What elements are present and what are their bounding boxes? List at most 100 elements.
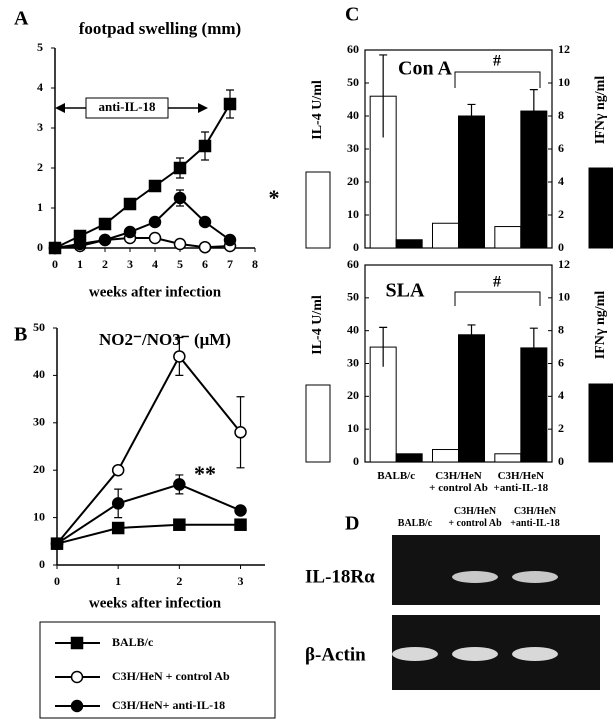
- x-tick-label: 6: [202, 257, 208, 271]
- gel-band: [392, 647, 438, 661]
- x-tick-label: 1: [77, 257, 83, 271]
- y-tick-label: 40: [347, 108, 359, 122]
- x-tick-label: 7: [227, 257, 233, 271]
- y-tick-label: 30: [33, 415, 45, 429]
- y-tick-label: 1: [37, 200, 43, 214]
- marker: [173, 237, 187, 251]
- annotation: Con A: [398, 58, 452, 80]
- bar: [458, 334, 485, 463]
- x-tick-label: BALB/c: [377, 470, 416, 482]
- y-tick-label: 40: [347, 322, 359, 336]
- x-tick-label: 2: [102, 257, 108, 271]
- y2-tick-label: 10: [558, 75, 570, 89]
- y-tick-label: 5: [37, 40, 43, 54]
- bar: [458, 115, 485, 249]
- legend-label: C3H/HeN + control Ab: [112, 669, 230, 683]
- panel-letter: B: [14, 324, 27, 346]
- gel-band: [452, 647, 498, 661]
- y2-tick-label: 6: [558, 355, 564, 369]
- row-label: IL-18Rα: [305, 566, 375, 587]
- legend-swatch: [588, 167, 613, 249]
- legend-label: C3H/HeN+ anti-IL-18: [112, 698, 225, 712]
- gel-band: [452, 571, 498, 583]
- marker: [173, 191, 187, 205]
- marker: [198, 240, 212, 254]
- x-tick-label: 0: [54, 574, 60, 588]
- legend-label: IL-4 U/ml: [310, 80, 325, 140]
- lane-label: BALB/c: [397, 518, 433, 529]
- x-tick-label: C3H/HeN + control Ab: [429, 470, 488, 494]
- legend-marker: [70, 699, 84, 713]
- marker: [123, 225, 137, 239]
- marker: [148, 215, 162, 229]
- marker: [111, 463, 125, 477]
- error-bar: [467, 103, 476, 128]
- x-axis-label: weeks after infection: [89, 595, 222, 611]
- y-tick-label: 40: [33, 367, 45, 381]
- y-tick-label: 0: [39, 557, 45, 571]
- y2-tick-label: 0: [558, 240, 564, 254]
- row-label: β-Actin: [305, 644, 366, 665]
- y-tick-label: 30: [347, 141, 359, 155]
- error-bar: [529, 89, 538, 133]
- chart-title: NO2⁻/NO3⁻ (μM): [99, 330, 231, 349]
- y2-tick-label: 10: [558, 290, 570, 304]
- x-tick-label: 2: [176, 574, 182, 588]
- y2-tick-label: 0: [558, 454, 564, 468]
- y2-tick-label: 12: [558, 42, 570, 56]
- bar: [520, 110, 548, 249]
- marker: [234, 518, 247, 531]
- y-tick-label: 10: [347, 421, 359, 435]
- y-tick-label: 60: [347, 42, 359, 56]
- x-tick-label: 4: [152, 257, 158, 271]
- marker: [173, 478, 186, 491]
- y-tick-label: 20: [347, 174, 359, 188]
- legend-label: IFNγ ng/ml: [593, 291, 608, 359]
- y-tick-label: 0: [353, 240, 359, 254]
- marker: [234, 426, 247, 439]
- marker: [223, 97, 237, 111]
- legend-marker: [70, 636, 84, 650]
- annotation-box: [85, 97, 169, 119]
- marker: [148, 231, 162, 245]
- y-tick-label: 20: [33, 462, 45, 476]
- error-bar: [379, 54, 388, 138]
- y-tick-label: 2: [37, 160, 43, 174]
- marker: [50, 537, 64, 550]
- legend-label: IL-4 U/ml: [310, 295, 325, 355]
- lane-label: C3H/HeN +anti-IL-18: [510, 506, 560, 529]
- y-tick-label: 4: [37, 80, 43, 94]
- y-tick-label: 0: [37, 240, 43, 254]
- error-bar: [467, 324, 476, 345]
- marker: [111, 521, 125, 535]
- marker: [111, 497, 125, 510]
- y2-tick-label: 4: [558, 388, 564, 402]
- annotation: #: [493, 274, 501, 291]
- legend-label: BALB/c: [112, 635, 154, 649]
- bracket: [454, 71, 541, 88]
- y2-tick-label: 4: [558, 174, 564, 188]
- y-tick-label: 60: [347, 257, 359, 271]
- annotation: SLA: [386, 280, 425, 302]
- gel-lane-strip: [392, 535, 600, 605]
- arrow-head: [198, 103, 208, 113]
- marker: [148, 179, 162, 193]
- marker: [198, 139, 212, 153]
- series-line: [56, 354, 242, 545]
- gel-band: [512, 647, 558, 661]
- x-tick-label: 0: [52, 257, 58, 271]
- legend-swatch: [305, 171, 331, 249]
- bar: [494, 226, 522, 249]
- x-tick-label: C3H/HeN +anti-IL-18: [493, 470, 549, 494]
- legend-marker: [70, 670, 84, 684]
- annotation: *: [269, 185, 280, 210]
- series-line: [56, 483, 241, 545]
- chart-title: footpad swelling (mm): [79, 19, 241, 38]
- y2-tick-label: 8: [558, 108, 564, 122]
- marker: [173, 518, 186, 531]
- legend-swatch: [305, 384, 331, 463]
- y2-tick-label: 12: [558, 257, 570, 271]
- panel-letter: C: [345, 4, 359, 26]
- y-tick-label: 30: [347, 355, 359, 369]
- y2-tick-label: 6: [558, 141, 564, 155]
